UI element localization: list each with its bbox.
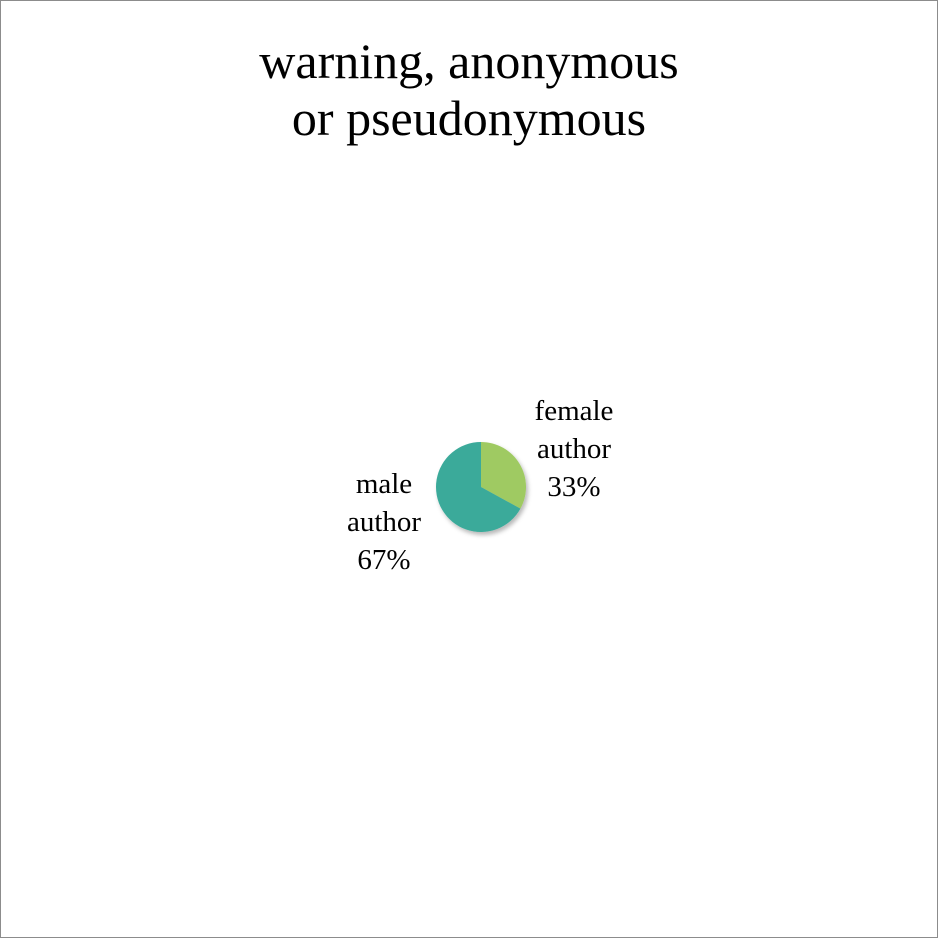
pie-slice-male-author xyxy=(435,442,521,532)
slice-label-female-author: female author 33% xyxy=(517,392,631,506)
slice-value-female: 33% xyxy=(547,471,601,503)
pie-slice-female-author xyxy=(481,442,526,509)
chart-title-line-2: or pseudonymous xyxy=(291,90,647,146)
slice-label-female-line-1: female xyxy=(534,395,614,427)
chart-title: warning, anonymous or pseudonymous xyxy=(1,33,937,147)
slice-label-male-line-1: male xyxy=(355,468,413,500)
slice-value-male: 67% xyxy=(357,544,411,576)
slice-label-female-line-2: author xyxy=(536,433,612,465)
slice-label-male-author: male author 67% xyxy=(327,465,441,579)
pie-slices xyxy=(435,442,526,532)
chart-title-line-1: warning, anonymous xyxy=(259,33,679,89)
slice-label-male-line-2: author xyxy=(346,506,422,538)
